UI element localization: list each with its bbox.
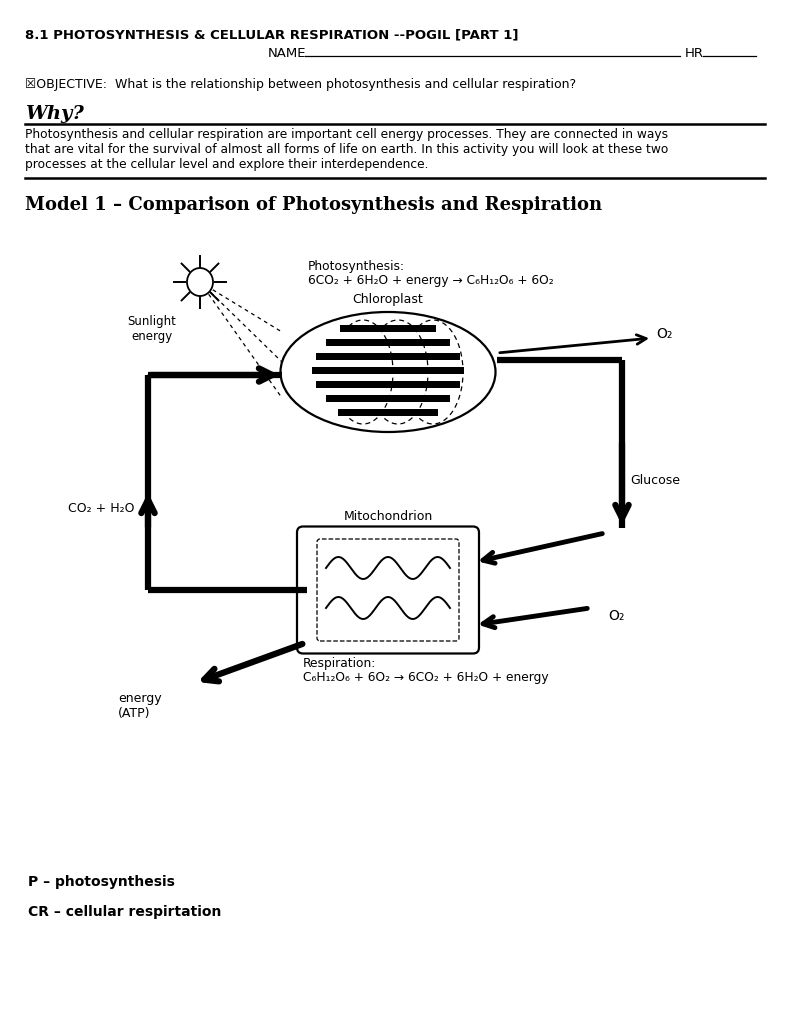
Bar — [312, 367, 464, 374]
Text: processes at the cellular level and explore their interdependence.: processes at the cellular level and expl… — [25, 158, 429, 171]
Ellipse shape — [187, 268, 213, 296]
Bar — [340, 325, 436, 332]
Text: ☒OBJECTIVE:  What is the relationship between photosynthesis and cellular respir: ☒OBJECTIVE: What is the relationship bet… — [25, 78, 576, 91]
Text: Mitochondrion: Mitochondrion — [343, 510, 433, 522]
Text: Respiration:: Respiration: — [303, 657, 377, 670]
Text: Chloroplast: Chloroplast — [353, 293, 423, 306]
Text: that are vital for the survival of almost all forms of life on earth. In this ac: that are vital for the survival of almos… — [25, 143, 668, 156]
Bar — [316, 353, 460, 360]
Text: Glucose: Glucose — [630, 473, 680, 486]
Text: NAME: NAME — [268, 47, 306, 60]
Text: Photosynthesis and cellular respiration are important cell energy processes. The: Photosynthesis and cellular respiration … — [25, 128, 668, 141]
Text: 6CO₂ + 6H₂O + energy → C₆H₁₂O₆ + 6O₂: 6CO₂ + 6H₂O + energy → C₆H₁₂O₆ + 6O₂ — [308, 274, 554, 287]
Text: HR: HR — [685, 47, 704, 60]
Text: Sunlight
energy: Sunlight energy — [127, 315, 176, 343]
Bar — [316, 381, 460, 388]
FancyBboxPatch shape — [297, 526, 479, 653]
Text: CO₂ + H₂O: CO₂ + H₂O — [68, 502, 134, 514]
Text: CR – cellular respirtation: CR – cellular respirtation — [28, 905, 221, 919]
Text: C₆H₁₂O₆ + 6O₂ → 6CO₂ + 6H₂O + energy: C₆H₁₂O₆ + 6O₂ → 6CO₂ + 6H₂O + energy — [303, 671, 549, 684]
Text: P – photosynthesis: P – photosynthesis — [28, 874, 175, 889]
Text: Why?: Why? — [25, 105, 84, 123]
Text: 8.1 PHOTOSYNTHESIS & CELLULAR RESPIRATION --POGIL [PART 1]: 8.1 PHOTOSYNTHESIS & CELLULAR RESPIRATIO… — [25, 28, 518, 41]
Bar — [326, 339, 450, 346]
Bar — [326, 395, 450, 402]
Text: Photosynthesis:: Photosynthesis: — [308, 260, 405, 273]
Text: O₂: O₂ — [656, 327, 672, 341]
Text: Model 1 – Comparison of Photosynthesis and Respiration: Model 1 – Comparison of Photosynthesis a… — [25, 196, 602, 214]
Text: energy
(ATP): energy (ATP) — [118, 692, 161, 720]
Ellipse shape — [281, 312, 495, 432]
Bar — [338, 409, 438, 416]
Text: O₂: O₂ — [608, 609, 624, 623]
